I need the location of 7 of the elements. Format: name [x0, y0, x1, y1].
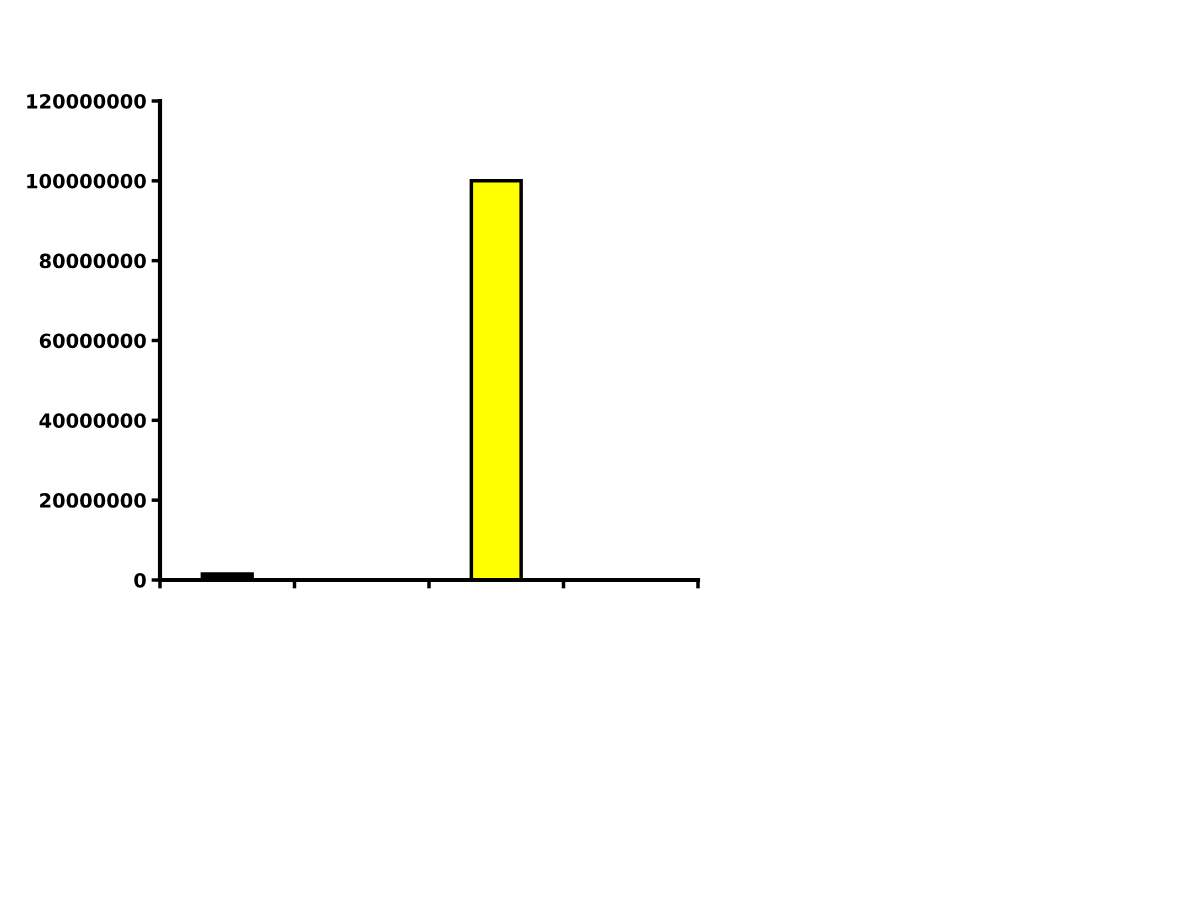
- y-tick-label: 100000000: [27, 173, 146, 189]
- y-tick-label: 40000000: [39, 413, 146, 428]
- y-tick-label: 60000000: [39, 333, 146, 349]
- y-tick-label: 0: [134, 572, 146, 588]
- y-tick-label: 20000000: [40, 493, 146, 508]
- y-tick-label: 80000000: [39, 253, 146, 269]
- y-tick-label: 120000000: [27, 93, 146, 109]
